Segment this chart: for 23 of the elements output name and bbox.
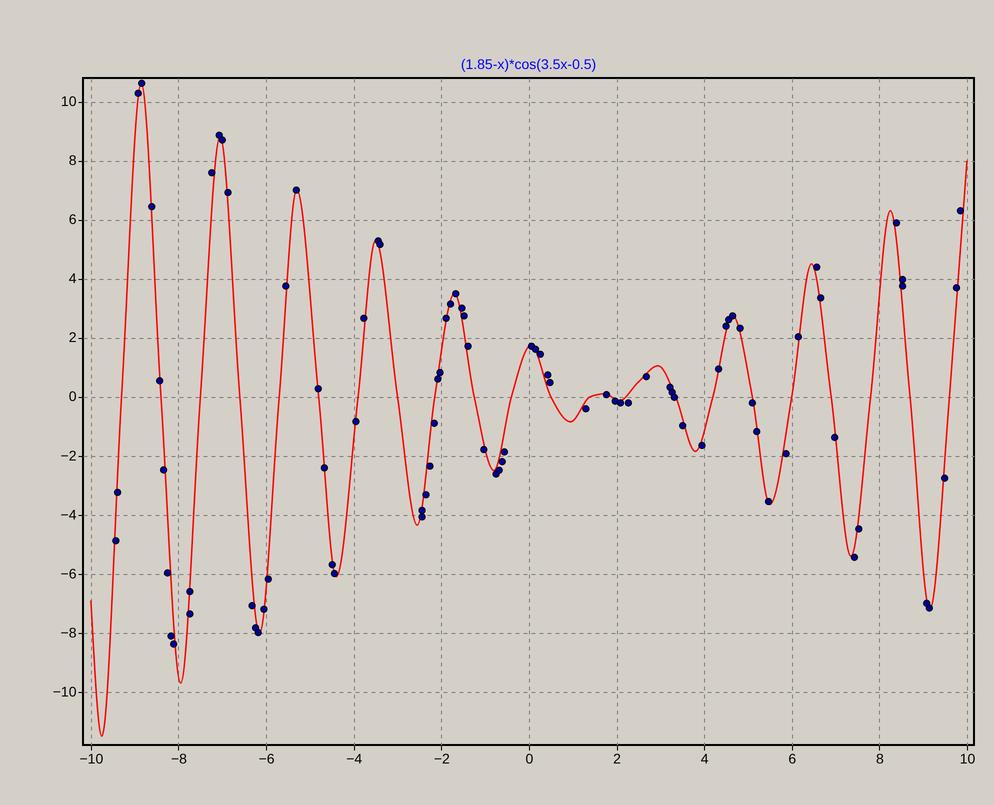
y-tick-label: 0 (68, 388, 77, 404)
x-tick-label: −6 (258, 750, 275, 766)
x-tick-label: 2 (613, 750, 622, 766)
x-tick-label: 8 (876, 750, 884, 766)
x-tick-label: 4 (700, 750, 709, 766)
y-tick-label: 8 (68, 152, 77, 168)
y-tick-label: −10 (52, 683, 77, 700)
x-tick-label: −10 (80, 750, 104, 766)
y-tick-label: 10 (60, 93, 77, 110)
y-tick-label: −6 (60, 565, 77, 582)
x-tick-label: 6 (788, 750, 796, 766)
y-tick-label: −2 (60, 447, 77, 464)
y-tick-label: 4 (68, 270, 77, 286)
y-tick-label: −4 (60, 506, 77, 522)
x-tick-label: 0 (526, 750, 534, 766)
x-tick-label: −2 (434, 750, 450, 766)
x-tick-label: −4 (346, 750, 362, 766)
y-tick-label: 2 (68, 329, 77, 346)
y-tick-label: 6 (68, 211, 77, 228)
y-tick-label: −8 (60, 624, 77, 640)
chart-title: (1.85-x)*cos(3.5x-0.5) (460, 56, 596, 72)
x-tick-label: 10 (960, 750, 976, 766)
x-tick-label: −8 (171, 750, 188, 766)
